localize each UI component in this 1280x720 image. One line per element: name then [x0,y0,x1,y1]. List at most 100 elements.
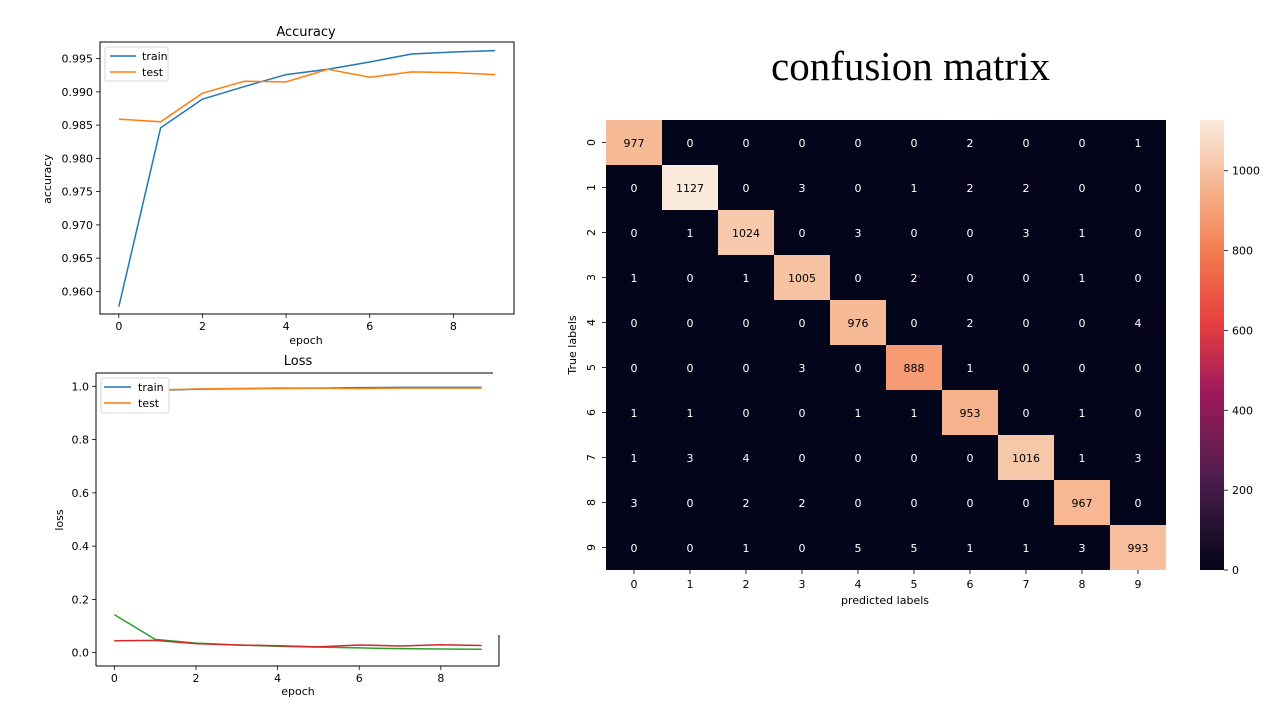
cm-colorbar-tick-label: 0 [1232,564,1239,577]
cm-cell-label: 0 [1135,182,1142,195]
cm-y-tick-label: 6 [585,409,598,416]
cm-cell [774,525,830,570]
accuracy-x-tick-label: 8 [450,320,457,333]
cm-cell [774,255,830,300]
cm-cell-label: 977 [624,137,645,150]
cm-cell-label: 967 [1072,497,1093,510]
cm-cell-label: 0 [911,137,918,150]
cm-cell-label: 1 [1079,407,1086,420]
cm-cell [662,255,718,300]
cm-cell [718,165,774,210]
cm-cell [774,345,830,390]
cm-cell [886,255,942,300]
cm-cell-label: 1 [631,272,638,285]
cm-cell [830,525,886,570]
cm-cell [1110,525,1166,570]
cm-cell-label: 0 [743,182,750,195]
cm-cell [606,300,662,345]
cm-cell [830,300,886,345]
cm-y-tick-label: 4 [585,319,598,326]
cm-cell [942,435,998,480]
loss-x-axis-label: epoch [281,685,315,698]
cm-cell [1054,435,1110,480]
cm-cell-label: 0 [1079,182,1086,195]
cm-cell-label: 1016 [1012,452,1040,465]
cm-cell [1054,345,1110,390]
cm-colorbar-tick-label: 600 [1232,324,1253,337]
cm-cell-label: 0 [687,542,694,555]
cm-cell-label: 1 [687,227,694,240]
cm-cell [830,165,886,210]
accuracy-y-tick-label: 0.980 [62,152,94,165]
accuracy-x-tick-label: 4 [283,320,290,333]
cm-cell [998,120,1054,165]
cm-cell-label: 0 [1023,317,1030,330]
cm-cell-label: 0 [687,272,694,285]
loss-x-tick-label: 8 [437,672,444,685]
cm-x-axis-label: predicted labels [841,594,929,607]
cm-cell-label: 1 [631,452,638,465]
cm-cell-label: 0 [1023,407,1030,420]
confusion-matrix-title: confusion matrix [0,40,1280,92]
loss-legend-test-label: test [138,397,160,410]
cm-cell [662,300,718,345]
cm-cell [774,210,830,255]
cm-cell [998,300,1054,345]
cm-cell [606,120,662,165]
cm-cell [886,165,942,210]
cm-cell [998,480,1054,525]
loss-y-tick-label: 0.6 [72,487,90,500]
loss-legend-train-label: train [138,381,164,394]
cm-cell-label: 1 [967,542,974,555]
cm-cell [998,165,1054,210]
cm-x-tick-label: 7 [1023,578,1030,591]
cm-cell-label: 0 [967,227,974,240]
cm-x-tick-label: 3 [799,578,806,591]
cm-y-tick-label: 9 [585,544,598,551]
cm-cell-label: 888 [904,362,925,375]
cm-cell [830,390,886,435]
cm-cell-label: 2 [967,317,974,330]
cm-cell [662,165,718,210]
cm-cell [662,480,718,525]
cm-cell [662,435,718,480]
cm-y-tick-label: 7 [585,454,598,461]
cm-cell [1110,435,1166,480]
cm-cell [942,120,998,165]
cm-cell-label: 0 [799,452,806,465]
cm-cell [1054,525,1110,570]
cm-cell-label: 0 [1023,272,1030,285]
cm-cell-label: 1 [967,362,974,375]
accuracy-series-line-test [118,68,496,123]
accuracy-y-tick-label: 0.975 [62,186,94,199]
cm-colorbar [1200,120,1224,570]
accuracy-y-tick-label: 0.985 [62,119,94,132]
cm-cell [606,435,662,480]
cm-cell-label: 1 [911,182,918,195]
cm-cell-label: 1 [911,407,918,420]
accuracy-plot-frame [99,41,515,315]
cm-y-tick-label: 1 [585,184,598,191]
cm-cell [886,435,942,480]
cm-cell [1110,165,1166,210]
cm-cell-label: 0 [911,452,918,465]
cm-cell-label: 0 [687,317,694,330]
cm-x-tick-label: 5 [911,578,918,591]
loss-series-line-extra-3 [114,639,482,648]
cm-cell-label: 3 [799,182,806,195]
cm-cell-label: 2 [1023,182,1030,195]
cm-cell [942,390,998,435]
cm-cell [718,525,774,570]
cm-cell-label: 2 [967,182,974,195]
cm-cell-label: 0 [1079,362,1086,375]
loss-legend: train test [100,377,170,414]
cm-cell [830,345,886,390]
cm-cell-label: 1 [631,407,638,420]
cm-colorbar-tick-label: 800 [1232,245,1253,258]
cm-cell [1110,480,1166,525]
cm-cell-label: 0 [967,272,974,285]
cm-cell [942,165,998,210]
confusion-matrix-title-text: confusion matrix [771,43,1050,89]
cm-cell [886,210,942,255]
